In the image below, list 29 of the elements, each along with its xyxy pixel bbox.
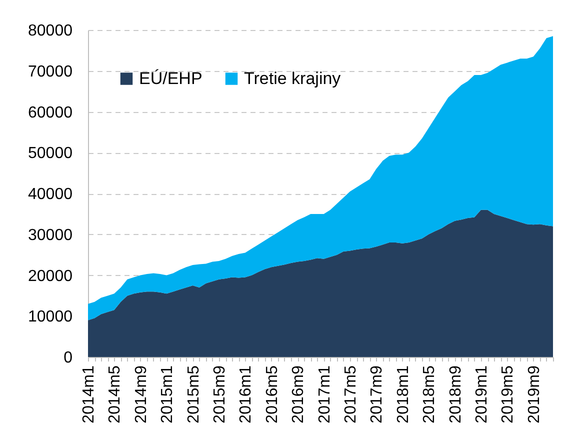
- x-tick-label: 2018m5: [421, 365, 438, 424]
- legend-label: Tretie krajiny: [244, 68, 342, 88]
- x-tick-label: 2016m9: [290, 365, 308, 424]
- x-tick-label: 2016m5: [264, 365, 281, 424]
- x-tick-label: 2016m1: [238, 365, 255, 424]
- y-tick-label: 0: [64, 350, 73, 366]
- x-tick-label: 2019m5: [500, 365, 517, 424]
- x-tick-label: 2015m9: [211, 365, 228, 424]
- legend-label: EÚ/EHP: [139, 68, 202, 88]
- x-tick-label: 2019m9: [526, 365, 543, 424]
- x-tick-label: 2015m1: [159, 365, 176, 424]
- x-tick-label: 2019m1: [473, 365, 490, 424]
- x-tick-label: 2018m1: [394, 365, 412, 424]
- x-tick-label: 2018m9: [447, 365, 464, 424]
- x-tick-label: 2014m1: [80, 365, 98, 424]
- y-tick-label: 50000: [28, 145, 73, 162]
- y-tick-label: 40000: [28, 186, 73, 203]
- y-tick-label: 30000: [28, 226, 73, 244]
- x-tick-label: 2015m5: [185, 365, 202, 424]
- x-tick-label: 2017m5: [342, 365, 360, 424]
- x-tick-label: 2017m9: [368, 365, 386, 424]
- x-tick-label: 2017m1: [316, 365, 334, 424]
- y-tick-label: 60000: [28, 104, 73, 122]
- y-tick-label: 10000: [28, 308, 73, 326]
- y-tick-label: 70000: [28, 63, 73, 80]
- x-tick-label: 2014m5: [106, 365, 124, 424]
- x-tick-label: 2014m9: [132, 365, 150, 424]
- y-tick-label: 20000: [28, 268, 73, 285]
- y-tick-label: 80000: [28, 22, 73, 40]
